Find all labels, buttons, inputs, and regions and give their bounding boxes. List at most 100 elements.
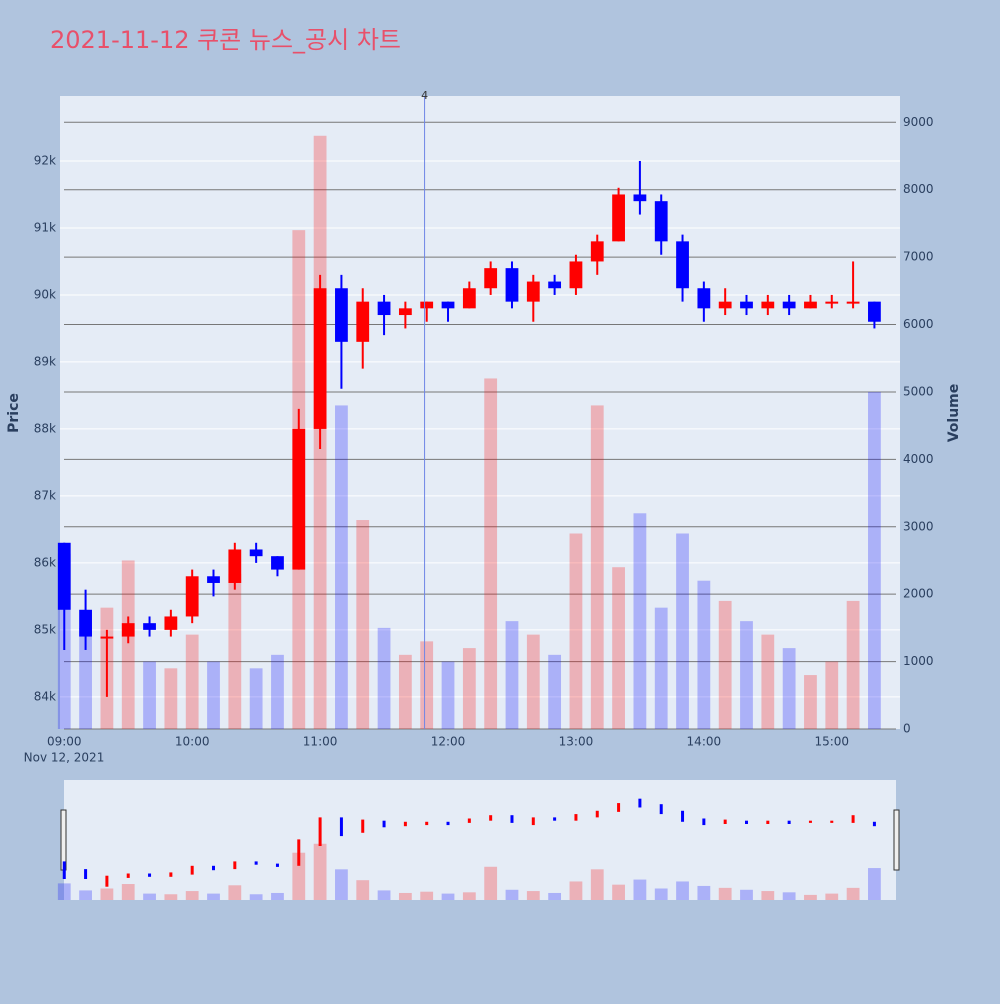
candle-body [761,301,775,309]
candle-body [143,623,156,630]
chart-title: 2021-11-12 쿠콘 뉴스_공시 차트 [50,26,401,54]
volume-bar [249,668,263,729]
volume-bar [569,533,583,729]
mini-volume-bar [57,883,71,900]
candle-body [335,288,348,342]
candle-body [868,301,881,322]
candle-body [79,609,92,637]
mini-volume-bar [718,887,732,900]
volume-bar [846,600,860,729]
volume-bar [718,600,732,729]
volume-bar [398,654,412,729]
y-tick-label: 87k [34,488,56,502]
mini-volume-bar [526,891,540,900]
mini-volume-bar [356,880,370,900]
x-date-label: Nov 12, 2021 [24,751,105,765]
mini-volume-bar [335,869,348,900]
volume-bar [697,580,711,729]
mini-volume-bar [271,892,284,900]
y2-tick-label: 1000 [903,654,934,668]
candle-body [292,428,306,570]
mini-volume-bar [249,894,263,900]
volume-bar [633,513,647,729]
mini-volume-bar [207,893,220,900]
volume-bar [548,654,562,729]
mini-volume-bar [292,852,306,900]
volume-bar [79,627,92,729]
candle-body [718,301,732,309]
x-tick-label: 13:00 [559,735,594,749]
volume-bar [441,661,455,729]
candle-body [740,301,753,309]
mini-volume-bar [462,892,476,900]
volume-bar [740,621,753,729]
candle-body [612,194,625,242]
candle-body [377,301,391,316]
mini-volume-bar [100,888,114,900]
mini-volume-bar [505,889,519,900]
mini-volume-bar [633,879,647,900]
candle-body [207,576,220,583]
mini-volume-bar [548,892,562,900]
volume-bar [420,641,434,729]
volume-bar [207,661,220,729]
mini-volume-bar [164,894,178,900]
y2-axis-title: Volume [946,384,962,443]
mini-volume-bar [398,892,412,900]
news-marker-label: 4 [421,89,428,102]
mini-volume-bar [846,887,860,900]
y2-tick-label: 5000 [903,384,934,398]
y2-tick-label: 8000 [903,182,934,196]
volume-bar [526,634,540,729]
mini-volume-bar [185,891,199,900]
candle-body [271,556,284,570]
y-tick-label: 90k [34,287,56,301]
mini-volume-bar [79,890,92,900]
y-tick-label: 88k [34,421,56,435]
candle-body [313,288,327,429]
volume-bar [121,560,135,729]
candle-body [228,549,242,583]
volume-bar [612,567,625,729]
x-tick-label: 14:00 [687,735,722,749]
mini-volume-bar [569,881,583,900]
mini-volume-bar [697,885,711,900]
y-tick-label: 91k [34,220,56,234]
mini-volume-bar [228,885,242,900]
mini-volume-bar [804,894,817,900]
y2-tick-label: 3000 [903,519,934,533]
range-slider[interactable] [64,780,896,900]
volume-bar [505,621,519,729]
candle-body [57,542,71,610]
mini-volume-bar [590,869,604,900]
candle-body [825,301,839,304]
volume-bar [676,533,689,729]
x-tick-label: 09:00 [47,735,82,749]
candle-body [249,549,263,557]
slider-handle[interactable] [60,809,67,871]
candle-body [804,301,817,309]
y-tick-label: 84k [34,689,56,703]
candle-body [548,281,562,289]
mini-volume-bar [313,843,327,900]
mini-volume-bar [484,866,498,900]
slider-handle[interactable] [893,809,900,871]
volume-bar [804,675,817,729]
y2-tick-label: 4000 [903,452,934,466]
y-tick-label: 89k [34,354,56,368]
x-tick-label: 10:00 [175,735,210,749]
x-tick-label: 12:00 [431,735,466,749]
mini-volume-bar [654,888,668,900]
y-tick-label: 92k [34,153,56,167]
candle-body [526,281,540,302]
y2-tick-label: 0 [903,722,911,736]
volume-bar [271,654,284,729]
candle-body [462,288,476,309]
volume-bar [825,661,839,729]
volume-bar [654,607,668,729]
volume-bar [761,634,775,729]
mini-volume-bar [676,881,689,900]
candle-body [420,301,434,309]
volume-bar [590,405,604,729]
